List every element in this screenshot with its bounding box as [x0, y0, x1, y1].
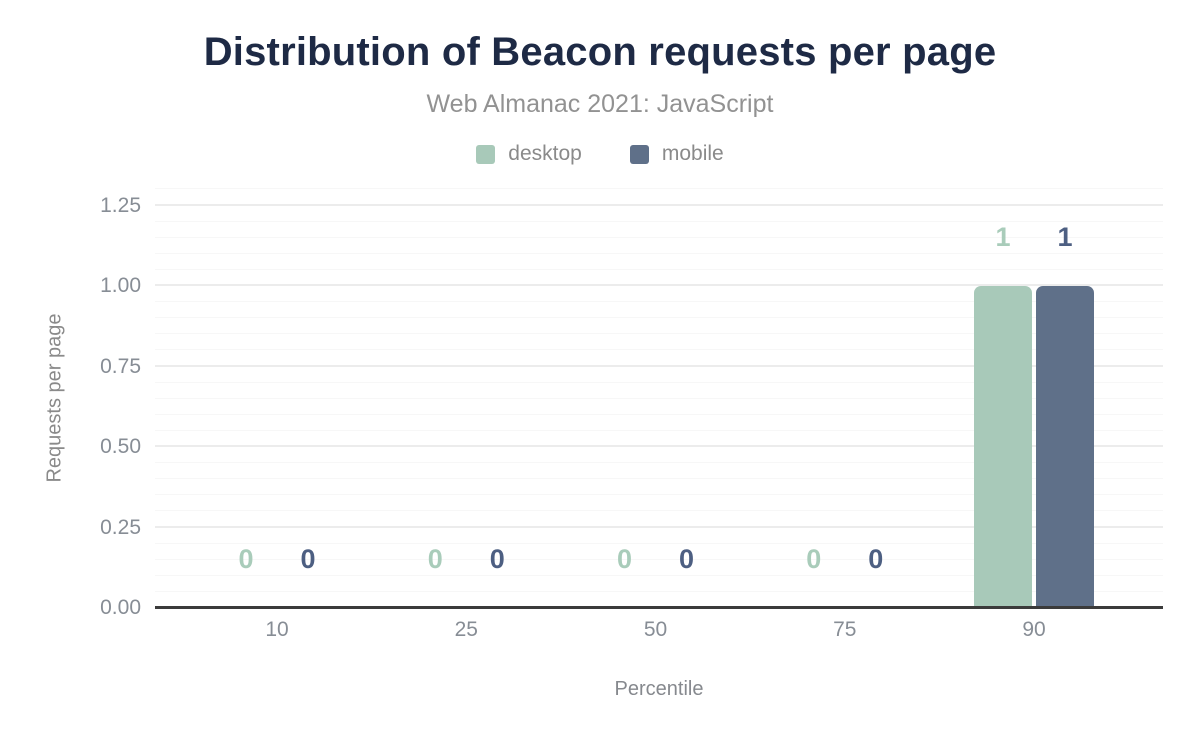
minor-gridline [155, 268, 1163, 270]
minor-gridline [155, 542, 1163, 544]
bar-value-label-desktop-p10: 0 [238, 544, 254, 574]
bar-value-label-desktop-p50: 0 [616, 544, 633, 574]
minor-gridline [155, 590, 1163, 592]
x-tick-label: 90 [1022, 618, 1046, 641]
minor-gridline [155, 478, 1163, 480]
chart-title: Distribution of Beacon requests per page [203, 30, 997, 74]
x-tick-label: 75 [833, 618, 857, 641]
bar-value-label-mobile-p25: 0 [489, 544, 505, 574]
desktop-swatch-icon [476, 144, 496, 164]
minor-gridline [155, 429, 1163, 431]
bar-value-label-mobile-p50: 0 [678, 544, 695, 574]
x-axis-label: Percentile [614, 678, 704, 700]
mobile-swatch-icon [629, 144, 649, 164]
minor-gridline [155, 381, 1163, 383]
x-tick-label: 50 [643, 618, 668, 641]
minor-gridline [155, 188, 1163, 190]
major-gridline [155, 203, 1163, 206]
major-gridline [155, 525, 1163, 528]
x-tick-label: 10 [265, 618, 289, 641]
bar-mobile-p90[interactable] [1036, 286, 1094, 608]
minor-gridline [155, 397, 1163, 399]
minor-gridline [155, 413, 1163, 415]
minor-gridline [155, 220, 1163, 222]
y-tick-label: 0.75 [100, 354, 141, 378]
bar-value-label-desktop-p90: 1 [995, 222, 1011, 252]
legend-label-mobile: mobile [661, 142, 724, 165]
major-gridline [155, 445, 1163, 447]
y-tick-label: 1.00 [100, 274, 141, 297]
bar-value-label-mobile-p90: 1 [1057, 222, 1073, 252]
minor-gridline [155, 349, 1163, 351]
y-axis-label: Requests per page [43, 313, 66, 483]
minor-gridline [155, 462, 1163, 464]
legend-label-desktop: desktop [508, 142, 582, 165]
bar-desktop-p90[interactable] [974, 286, 1032, 608]
minor-gridline [155, 333, 1163, 335]
y-tick-label: 0.50 [100, 435, 141, 458]
plot-area: 0.00 0.25 0.50 0.75 1.00 1.25 10 25 50 75 90 0 0 0 0 1 0… [100, 188, 1163, 641]
minor-gridline [155, 317, 1163, 319]
minor-gridline [155, 236, 1163, 238]
minor-gridline [155, 510, 1163, 512]
minor-gridline [155, 558, 1163, 560]
x-tick-label: 25 [454, 618, 478, 641]
minor-gridline [155, 252, 1163, 254]
bar-value-label-mobile-p10: 0 [300, 544, 316, 574]
major-gridline [155, 284, 1163, 286]
x-axis-line [155, 606, 1163, 609]
legend-item-mobile[interactable]: mobile [629, 142, 724, 166]
major-gridline [155, 364, 1163, 367]
bar-value-label-desktop-p75: 0 [806, 544, 822, 574]
minor-gridline [155, 301, 1163, 303]
y-tick-label: 0.25 [100, 515, 141, 539]
minor-gridline [155, 494, 1163, 496]
y-tick-label: 0.00 [100, 596, 141, 619]
y-tick-label: 1.25 [100, 193, 141, 217]
legend: desktop mobile [0, 142, 1200, 166]
bar-value-label-mobile-p75: 0 [868, 544, 884, 574]
chart-subtitle: Web Almanac 2021: JavaScript [426, 90, 774, 118]
bar-value-label-desktop-p25: 0 [427, 544, 443, 574]
legend-item-desktop[interactable]: desktop [476, 142, 582, 166]
minor-gridline [155, 574, 1163, 576]
